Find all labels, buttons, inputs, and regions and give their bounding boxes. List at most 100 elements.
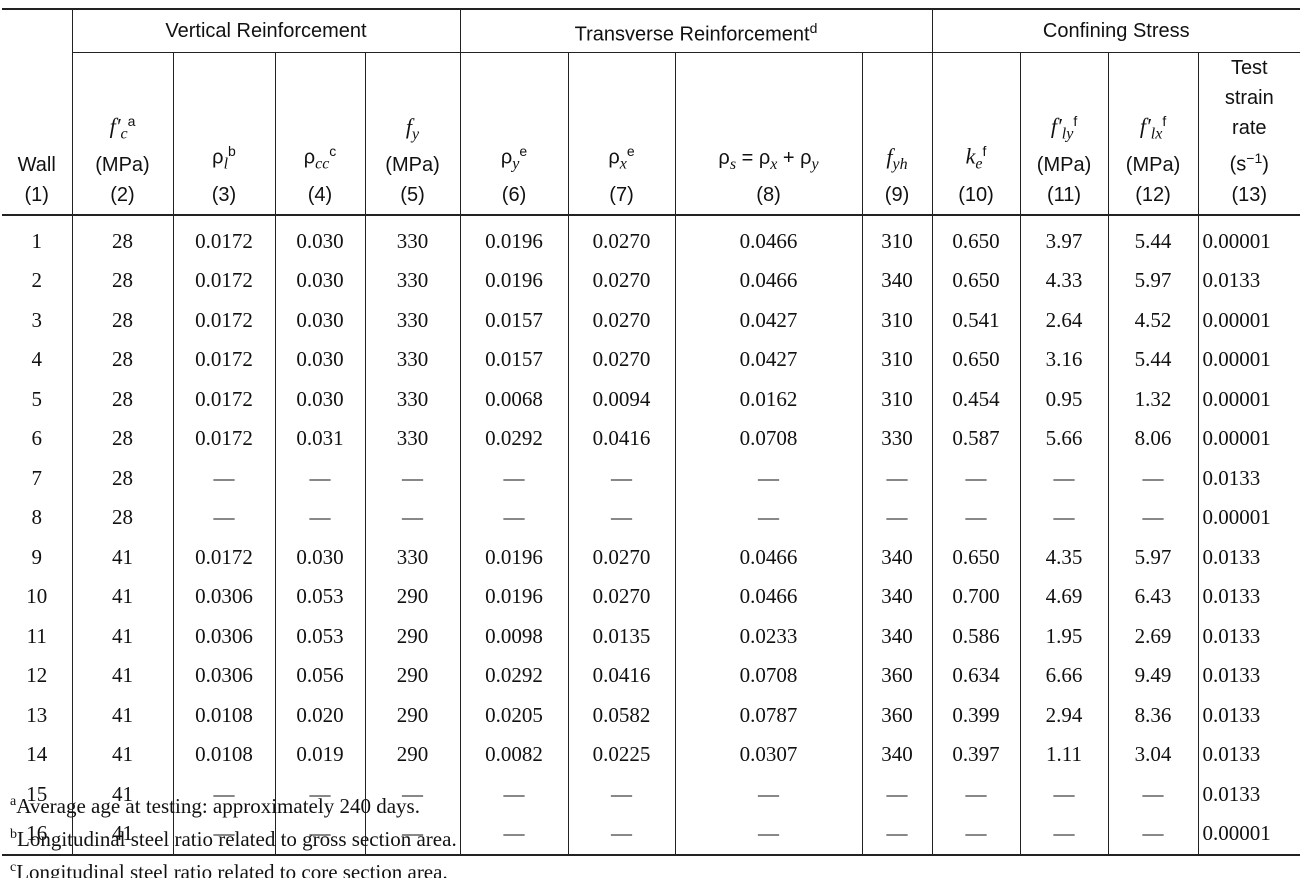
table-cell: 0.0270 xyxy=(567,537,676,578)
table-cell: — xyxy=(459,458,569,499)
table-head: Vertical Reinforcement Transverse Reinfor… xyxy=(2,8,1301,216)
table-cell: — xyxy=(172,814,275,856)
table-cell: 0.586 xyxy=(931,616,1021,657)
table-cell: 0.030 xyxy=(274,379,365,420)
table-cell: 0.0196 xyxy=(459,261,569,301)
column-label: ρccc xyxy=(278,136,363,180)
table-cell: 8.36 xyxy=(1107,695,1199,736)
table-cell: — xyxy=(1019,814,1109,856)
column-label: fyh xyxy=(865,142,930,180)
table-cell: 41 xyxy=(71,735,173,775)
table-cell: 0.0162 xyxy=(674,379,863,420)
label-part: ρ xyxy=(303,146,316,169)
table-cell: 0.0205 xyxy=(459,695,569,736)
label-part: b xyxy=(228,143,236,159)
table-cell: 0.0270 xyxy=(567,214,676,262)
table-row: 16 41— — — — — — — — — —0.00001 xyxy=(2,814,1301,856)
label-part: (s xyxy=(1229,153,1247,176)
table-cell: 3.16 xyxy=(1019,340,1109,380)
column-number: (13) xyxy=(1231,183,1268,206)
table-cell: 0.0416 xyxy=(567,419,676,459)
table-cell: 0.0133 xyxy=(1197,616,1301,657)
table-cell: — xyxy=(172,498,275,538)
column-header: f′ca (MPa) (2) xyxy=(71,52,173,216)
table-cell: — xyxy=(861,498,933,538)
table-cell: 330 xyxy=(364,340,461,380)
group-header: Vertical Reinforcement xyxy=(71,8,461,53)
table-cell: 340 xyxy=(861,261,933,301)
footnote-mark: d xyxy=(809,19,818,36)
table-row: 2 28 0.0172 0.030 330 0.0196 0.0270 0.0466 340 0.… xyxy=(2,261,1301,301)
column-label: f′ca xyxy=(75,106,171,150)
table-cell: 5 xyxy=(31,386,43,411)
table-cell: 28 xyxy=(71,419,173,459)
table-cell: 11 xyxy=(26,623,47,648)
table-cell: — xyxy=(274,498,365,538)
footnote-mark: c xyxy=(10,860,17,875)
footnote: bLongitudinal steel ratio related to gro… xyxy=(10,818,457,851)
table-cell: 290 xyxy=(364,695,461,736)
table-body: 1 28 0.0172 0.030 330 0.0196 0.0270 0.0466 310 0.… xyxy=(2,214,1301,856)
table-cell: 0.650 xyxy=(931,537,1021,578)
table-cell: 330 xyxy=(364,214,461,262)
table-cell: 0.00001 xyxy=(1197,814,1301,856)
table-cell: 0.0133 xyxy=(1197,537,1301,578)
label-part: e xyxy=(626,143,635,159)
table-cell: 28 xyxy=(71,214,173,262)
table-cell: 0.0172 xyxy=(172,300,275,341)
table-cell: 0.0270 xyxy=(567,577,676,617)
table-row: 10 41 0.0306 0.053 290 0.0196 0.0270 0.0466 340 0… xyxy=(2,577,1301,617)
table-cell: 4.35 xyxy=(1019,537,1109,578)
label-part: f xyxy=(886,143,893,169)
table-cell: 0.399 xyxy=(931,695,1021,736)
table-cell: 3 xyxy=(31,307,43,332)
table-cell: — xyxy=(364,458,461,499)
table-cell: 0.030 xyxy=(274,261,365,301)
table-cell: 3.04 xyxy=(1107,735,1199,775)
table-cell: 9 xyxy=(31,544,43,569)
table-cell: — xyxy=(674,458,863,499)
table-cell: — xyxy=(861,774,933,815)
footnotes: aAverage age at testing: approximately 2… xyxy=(10,785,457,878)
table-cell: 15 xyxy=(26,781,48,806)
table-cell: — xyxy=(931,498,1021,538)
column-label: ρlb xyxy=(176,136,273,180)
table-cell: 1.32 xyxy=(1107,379,1199,420)
label-part: k xyxy=(965,143,976,169)
column-unit: (MPa) xyxy=(75,150,171,180)
table-cell: 0.0172 xyxy=(172,261,275,301)
table-cell: 310 xyxy=(861,214,933,262)
table-cell: 0.00001 xyxy=(1197,379,1301,420)
column-number: (2) xyxy=(110,183,135,206)
column-label: ρs = ρx + ρy xyxy=(678,143,860,180)
table-cell: 2.69 xyxy=(1107,616,1199,657)
table-cell: 4.33 xyxy=(1019,261,1109,301)
column-header: ρye (6) xyxy=(459,52,569,216)
column-number: (11) xyxy=(1046,183,1082,206)
table-cell: 41 xyxy=(71,656,173,696)
label-part: s xyxy=(729,155,737,173)
table-cell: 0.397 xyxy=(931,735,1021,775)
table-cell: — xyxy=(1107,498,1199,538)
table-cell: 14 xyxy=(26,742,48,767)
table-cell: 0.0292 xyxy=(459,656,569,696)
label-part: e xyxy=(519,143,528,159)
column-label: ρye xyxy=(463,136,566,180)
column-label: kef xyxy=(935,136,1018,180)
table-cell: 330 xyxy=(364,537,461,578)
table-cell: 28 xyxy=(71,340,173,380)
table-cell: 0.030 xyxy=(274,214,365,262)
table-cell: 0.0466 xyxy=(674,214,863,262)
group-title: Transverse Reinforcement xyxy=(574,23,810,46)
table-cell: 290 xyxy=(364,616,461,657)
label-part: f′ xyxy=(1050,113,1062,139)
group-title: Confining Stress xyxy=(1042,20,1190,42)
label-part: (MPa) xyxy=(385,153,440,176)
table-cell: — xyxy=(1019,498,1109,538)
table-cell: 2 xyxy=(31,268,43,293)
table-cell: 310 xyxy=(861,379,933,420)
column-header-row: Wall (1) f′ca (MPa) (2) ρlb (3) ρccc (4) fy (MPa)(… xyxy=(2,52,1301,216)
table-cell: 0.0427 xyxy=(674,340,863,380)
table-cell: 0.053 xyxy=(274,616,365,657)
column-header: Test strain rate (s−1) (13) xyxy=(1197,52,1301,216)
